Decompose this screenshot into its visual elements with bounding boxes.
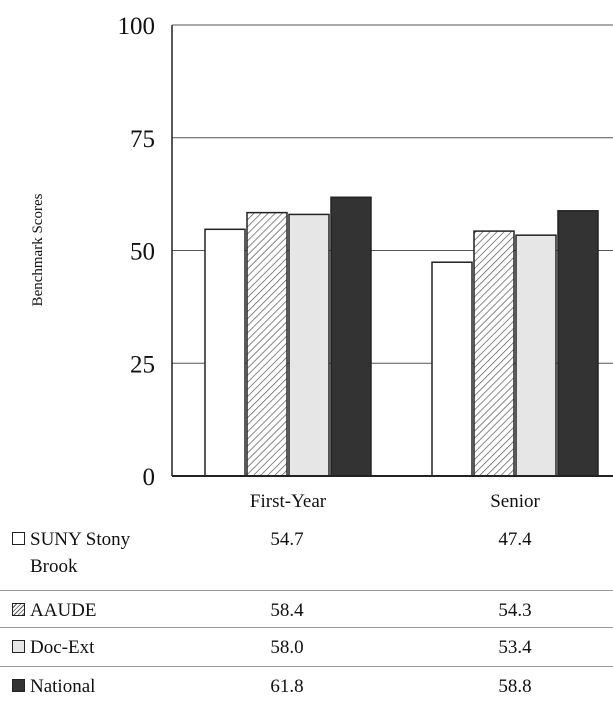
data-value: 58.0 [270, 637, 304, 658]
table-row: Doc-Ext 58.0 53.4 [0, 628, 613, 667]
legend-entry: SUNY Stony Brook [12, 526, 172, 580]
table-row: National 61.8 58.8 [0, 667, 613, 705]
series-name: AAUDE [30, 600, 97, 621]
bar-aaude-senior [473, 230, 515, 477]
bar-suny-stony-brook-first-year [204, 228, 246, 477]
data-value: 53.4 [498, 637, 532, 658]
bar-doc-ext-senior [515, 234, 557, 477]
y-tick-label: 100 [118, 13, 156, 40]
x-category-label: First-Year [250, 491, 327, 512]
data-value: 54.7 [270, 529, 304, 550]
series-name: National [30, 676, 96, 697]
data-value: 54.3 [498, 600, 532, 621]
legend-swatch [12, 640, 25, 653]
legend-entry: Doc-Ext [12, 634, 172, 661]
table-row: SUNY Stony Brook 54.7 47.4 [0, 520, 613, 591]
y-tick-label: 50 [130, 239, 155, 266]
y-tick-label: 25 [130, 351, 155, 378]
bar-aaude-first-year [246, 211, 288, 477]
series-name: Doc-Ext [30, 637, 95, 658]
y-axis-label: Benchmark Scores [30, 193, 46, 306]
data-value: 47.4 [498, 529, 532, 550]
bar-suny-stony-brook-senior [431, 261, 473, 477]
legend-entry: National [12, 673, 172, 700]
data-value: 58.4 [270, 600, 304, 621]
table-row: AAUDE 58.4 54.3 [0, 591, 613, 628]
legend-swatch [12, 532, 25, 545]
data-value: 58.8 [498, 676, 532, 697]
legend-swatch [12, 679, 25, 692]
data-table: SUNY Stony Brook 54.7 47.4 AAUDE 58.4 54.3 Doc… [0, 520, 613, 705]
series-name: SUNY Stony Brook [30, 529, 131, 577]
y-tick-label: 75 [130, 126, 155, 153]
legend-entry: AAUDE [12, 597, 172, 624]
y-tick-label: 0 [143, 464, 156, 491]
data-value: 61.8 [270, 676, 304, 697]
x-category-label: Senior [490, 491, 540, 512]
bar-national-senior [557, 210, 599, 477]
legend-swatch [12, 603, 25, 616]
benchmark-bar-chart: 0 25 50 75 100 First-Year Senior Benchmark Sco… [30, 13, 613, 512]
bar-national-first-year [330, 196, 372, 477]
bar-doc-ext-first-year [288, 213, 330, 477]
